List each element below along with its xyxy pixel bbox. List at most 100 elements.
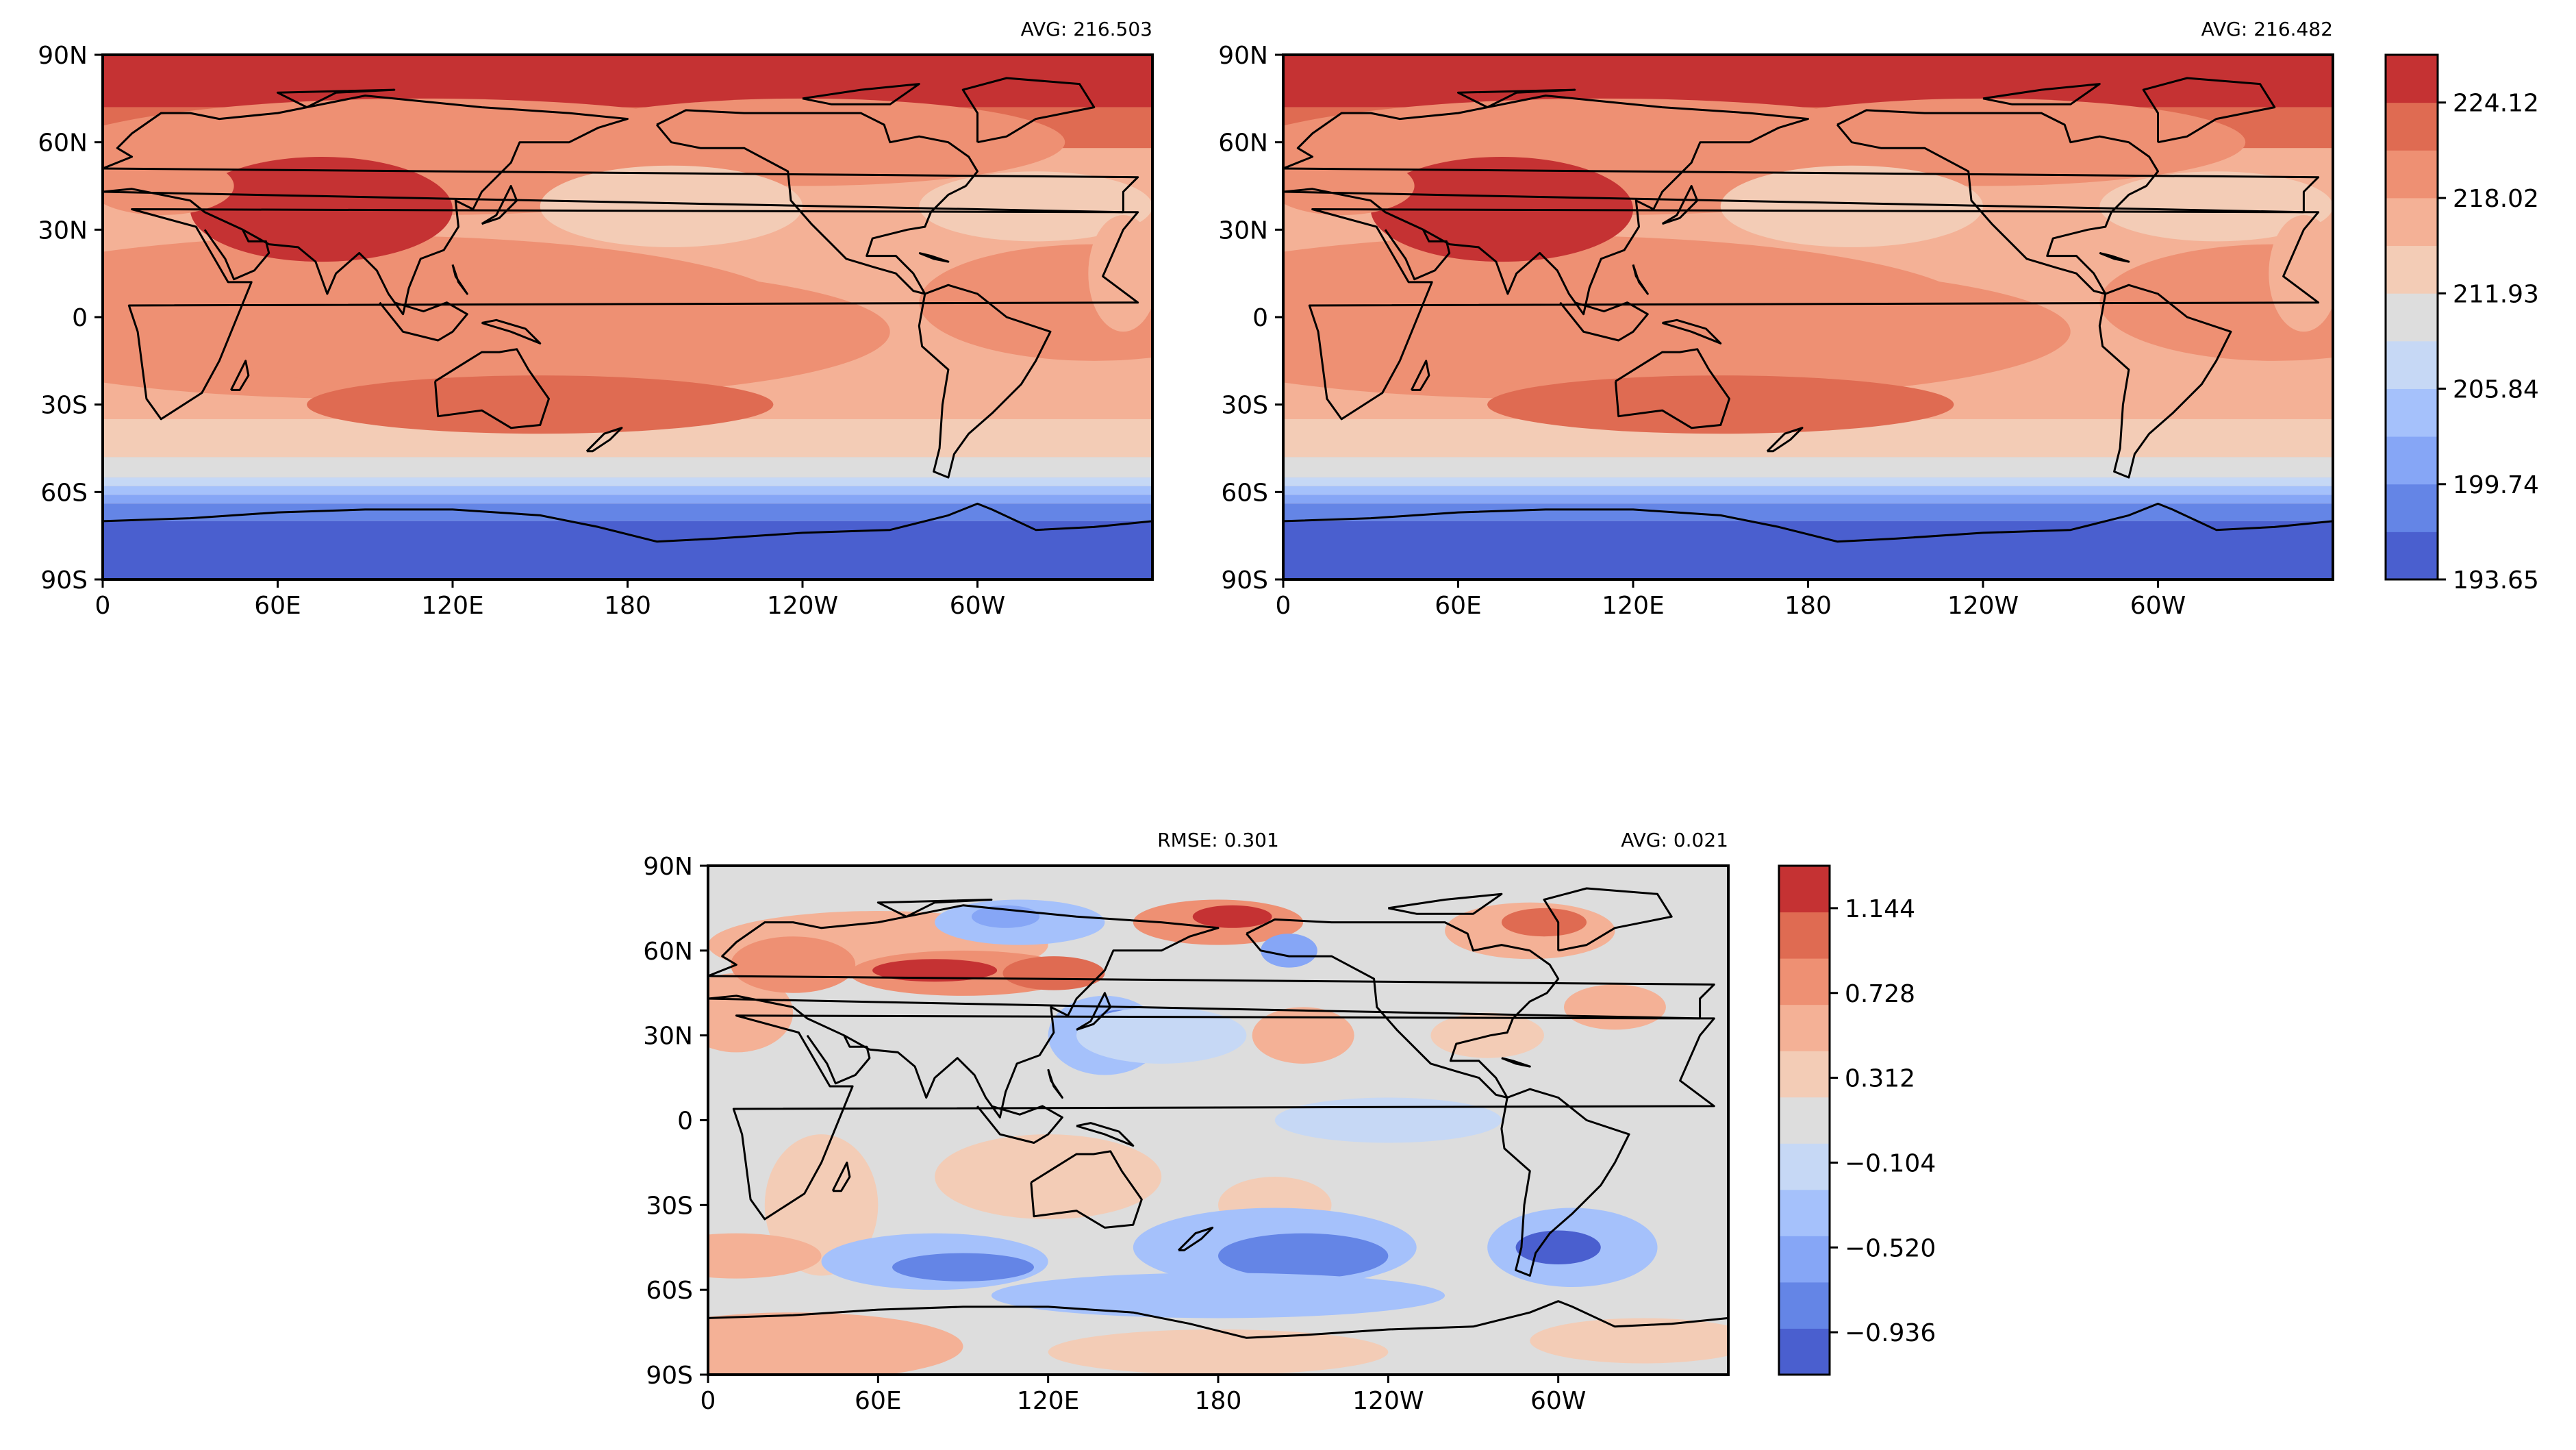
y-tick-label: 0 [677,1107,693,1135]
avg-annotation: AVG: 216.482 [2201,18,2333,40]
coastline [918,251,950,263]
colorbar-tick-label: 224.12 [2453,90,2539,118]
band-southern-3 [103,495,1152,504]
coastline [203,229,270,281]
band-arctic-warm [1283,55,2333,108]
y-tick-label: 30S [40,392,88,420]
coastline [1283,502,2333,543]
coastline [1982,83,2101,105]
band-southern-2 [103,486,1152,495]
coastline [1500,1088,1630,1277]
southern-ocean-cool [991,1273,1445,1318]
x-tick-label: 0 [95,592,111,620]
x-axis: 0 60E 120E 180 120W 60W [95,579,1005,620]
colorbar-block [2386,55,2438,103]
manchuria-warm [1002,956,1105,990]
coastline [434,348,550,429]
alaska-cool [1261,934,1317,968]
coastline [1501,1057,1531,1068]
band-antarctic [103,521,1152,579]
coastline [655,109,978,295]
pacific-cool-patch [540,165,803,247]
y-tick-label: 0 [72,304,88,332]
southern-warm-streak [1487,375,1954,434]
colorbar-block [2386,245,2438,294]
colorbar-block [1779,1236,1830,1283]
siberia-warm-2 [872,959,998,982]
x-tick-label: 0 [1276,592,1291,620]
coastline [1384,229,1451,281]
coastline [2099,251,2130,263]
southern-warm-streak [307,375,774,434]
southern-atlantic-warm [708,1233,822,1279]
x-tick-label: 60E [855,1387,902,1415]
mediterranean-warm [708,973,794,1053]
contour-field [1283,55,2333,579]
coastline [1766,427,1804,453]
band-antarctic [1283,521,2333,579]
atlantic-warm [2269,215,2333,332]
pacific-cool-patch [1720,165,1983,247]
coastline [127,208,1139,421]
y-tick-label: 90N [643,853,693,881]
coastline-overlay [708,887,1728,1339]
baltic-warm [731,936,856,993]
colorbar-block [2386,388,2438,437]
colorbar-block [2386,484,2438,532]
y-tick-label: 90S [40,566,88,595]
coastline [1457,88,1576,108]
y-axis: 90N 60N 30N 0 30S 60S 90S [643,853,708,1390]
band-southern-2 [1283,486,2333,495]
band-arctic-warm [103,55,1152,108]
band-southern-3 [1283,495,2333,504]
y-tick-label: 30N [643,1023,693,1051]
tropical-pacific-band [190,267,890,396]
x-tick-label: 120E [421,592,483,620]
colorbar-block [2386,197,2438,247]
coastline [708,1300,1728,1339]
colorbar-tick-label: 193.65 [2453,566,2539,595]
coastline [1632,264,1649,295]
coastline [1661,185,1699,225]
colorbar-tick-label: −0.104 [1845,1149,1936,1177]
band-southern-neutral [103,457,1152,478]
colorbar-block [2386,150,2438,199]
coastline [277,88,396,108]
y-tick-label: 30N [1218,216,1268,245]
coastline [1614,348,1730,429]
x-tick-label: 120W [767,592,838,620]
pacific-warm-1 [1252,1007,1354,1064]
colorbar-tick-label: −0.936 [1845,1319,1936,1347]
coastline [1388,892,1503,915]
y-tick-label: 60N [643,938,693,966]
x-tick-label: 60W [2130,592,2186,620]
x-tick-label: 180 [1195,1387,1242,1415]
coastline [708,904,1715,1118]
y-axis: 90N 60N 30N 0 30S 60S 90S [1218,42,1283,595]
x-tick-label: 180 [1784,592,1832,620]
australia-warm [935,1134,1162,1219]
north-pacific-cool [1076,1007,1247,1064]
coastline [1559,301,1649,342]
coastline [1836,109,2159,295]
colorbar-tick-label: 205.84 [2453,375,2539,403]
europe-warm [1283,156,1415,216]
south-pacific-cold [1218,1233,1389,1279]
map-panel-difference: 0 60E 120E 180 120W 60W 90N 60N 30N 0 30S 60S 90S R… [643,829,1730,1415]
colorbar-block [2386,293,2438,342]
x-tick-label: 60E [1435,592,1482,620]
coastline [1308,208,2320,421]
y-tick-label: 60S [646,1277,693,1305]
colorbar-block [1779,958,1830,1005]
x-tick-label: 120W [1352,1387,1424,1415]
colorbar-block [1779,1051,1830,1098]
colorbar-tick-label: 1.144 [1845,895,1915,923]
avg-annotation: AVG: 216.503 [1021,18,1152,40]
colorbar-frame [1778,864,1831,1376]
y-tick-label: 30N [38,216,88,245]
map-panel-model: 0 60E 120E 180 120W 60W 90N 60N 30N 0 30S 60S 90S A… [38,18,1154,620]
map-panel-observation: 0 60E 120E 180 120W 60W 90N 60N 30N 0 30S 60S 90S A… [1218,18,2334,620]
y-tick-label: 90S [1221,566,1268,595]
coastline [1411,360,1430,391]
